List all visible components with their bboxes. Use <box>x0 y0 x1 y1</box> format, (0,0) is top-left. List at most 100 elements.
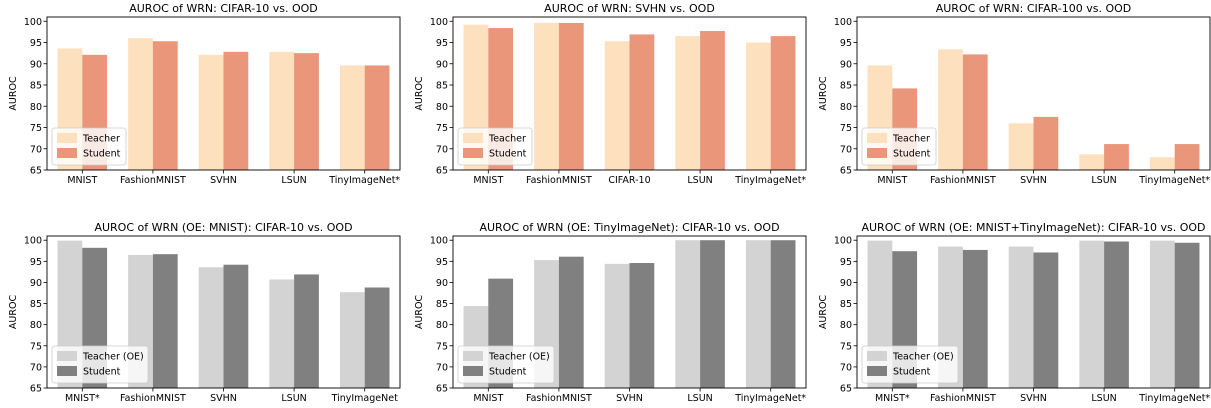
bar-teacher-5 <box>745 240 771 388</box>
x-tick-label: TinyImageNet* <box>1138 393 1210 404</box>
legend-swatch-student <box>57 148 77 158</box>
bar-student-2 <box>962 54 988 170</box>
x-tick-label: LSUN <box>281 393 306 404</box>
y-tick-label: 95 <box>840 38 852 49</box>
x-tick-label: LSUN <box>1091 175 1116 186</box>
chart-title: AUROC of WRN: SVHN vs. OOD <box>544 2 715 15</box>
y-tick-label: 65 <box>30 384 42 395</box>
x-tick-label: MNIST <box>67 175 97 186</box>
y-tick-label: 95 <box>436 257 448 268</box>
chart-title: AUROC of WRN (OE: MNIST): CIFAR-10 vs. O… <box>94 221 352 234</box>
y-tick-label: 90 <box>30 278 42 289</box>
bar-student-2 <box>962 249 988 388</box>
bar-teacher-3 <box>1008 123 1034 170</box>
x-tick-label: SVHN <box>210 393 237 404</box>
y-tick-label: 95 <box>840 257 852 268</box>
bar-teacher-3 <box>198 267 224 388</box>
y-tick-label: 95 <box>436 38 448 49</box>
y-tick-label: 75 <box>30 341 42 352</box>
y-axis-label: AUROC <box>414 76 425 111</box>
y-tick-label: 85 <box>30 81 42 92</box>
bar-student-3 <box>223 264 249 388</box>
bar-teacher-5 <box>1149 240 1175 388</box>
bar-student-2 <box>152 41 178 170</box>
y-tick-label: 100 <box>24 17 42 28</box>
x-tick-label: LSUN <box>281 175 306 186</box>
x-tick-label: LSUN <box>1091 393 1116 404</box>
bar-teacher-5 <box>339 292 365 388</box>
bar-teacher-3 <box>198 54 224 171</box>
y-tick-label: 85 <box>436 299 448 310</box>
bar-teacher-2 <box>534 22 559 171</box>
y-tick-label: 70 <box>840 144 852 155</box>
x-tick-label: TinyImageNet* <box>1138 175 1210 186</box>
bar-student-3 <box>223 51 249 170</box>
x-tick-label: FashionMNIST <box>930 393 996 404</box>
legend-swatch-teacher <box>463 133 483 143</box>
bar-teacher-2 <box>128 38 153 170</box>
x-tick-label: SVHN <box>1020 393 1047 404</box>
legend-swatch-teacher <box>57 351 77 361</box>
x-tick-label: MNIST* <box>65 393 100 404</box>
y-tick-label: 85 <box>436 81 448 92</box>
chart-title: AUROC of WRN (OE: TinyImageNet): CIFAR-1… <box>479 221 779 234</box>
bar-teacher-4 <box>269 51 295 170</box>
x-tick-label: LSUN <box>687 393 712 404</box>
bar-student-4 <box>1104 241 1129 388</box>
legend-swatch-teacher <box>867 351 887 361</box>
bar-teacher-4 <box>1079 154 1105 170</box>
bar-teacher-4 <box>1079 240 1105 388</box>
y-tick-label: 95 <box>30 38 42 49</box>
legend-swatch-student <box>463 366 483 376</box>
bar-student-5 <box>770 36 796 170</box>
legend-swatch-teacher <box>867 133 887 143</box>
y-axis-label: AUROC <box>414 295 425 330</box>
bar-student-3 <box>1033 116 1059 170</box>
bar-student-3 <box>629 263 655 388</box>
legend-label-student: Student <box>893 367 931 378</box>
y-tick-label: 75 <box>436 123 448 134</box>
y-tick-label: 70 <box>840 362 852 373</box>
x-tick-label: SVHN <box>1020 175 1047 186</box>
bar-student-5 <box>364 287 390 388</box>
legend-label-teacher: Teacher <box>892 134 930 145</box>
bar-student-4 <box>700 31 725 171</box>
bar-teacher-5 <box>339 65 365 170</box>
y-tick-label: 80 <box>30 320 42 331</box>
x-tick-label: FashionMNIST <box>526 175 592 186</box>
legend-label-student: Student <box>83 367 121 378</box>
bar-teacher-3 <box>1008 246 1034 388</box>
y-tick-label: 85 <box>30 299 42 310</box>
legend-swatch-student <box>463 148 483 158</box>
y-tick-label: 75 <box>436 341 448 352</box>
legend-swatch-student <box>867 366 887 376</box>
y-tick-label: 70 <box>436 362 448 373</box>
x-tick-label: FashionMNIST <box>526 393 592 404</box>
y-axis-label: AUROC <box>818 76 829 111</box>
bar-student-5 <box>1174 144 1200 170</box>
bar-student-5 <box>770 240 796 388</box>
legend-label-student: Student <box>489 149 527 160</box>
x-tick-label: TinyImageNet <box>331 393 398 404</box>
x-tick-label: MNIST <box>473 175 503 186</box>
x-tick-label: MNIST <box>877 175 907 186</box>
chart-title: AUROC of WRN: CIFAR-10 vs. OOD <box>129 2 318 15</box>
x-tick-label: SVHN <box>616 393 643 404</box>
x-tick-label: FashionMNIST <box>930 175 996 186</box>
bar-student-5 <box>1174 242 1200 388</box>
bar-student-3 <box>1033 252 1059 388</box>
y-tick-label: 90 <box>840 278 852 289</box>
legend-swatch-teacher <box>57 133 77 143</box>
bar-student-3 <box>629 34 655 170</box>
legend-label-student: Student <box>893 149 931 160</box>
y-tick-label: 75 <box>30 123 42 134</box>
x-tick-label: SVHN <box>210 175 237 186</box>
y-tick-label: 70 <box>436 144 448 155</box>
y-axis-label: AUROC <box>8 76 19 111</box>
legend-label-teacher: Teacher (OE) <box>488 352 550 363</box>
x-tick-label: TinyImageNet* <box>734 393 806 404</box>
y-tick-label: 100 <box>430 236 448 247</box>
y-tick-label: 90 <box>840 59 852 70</box>
legend-swatch-student <box>57 366 77 376</box>
chart-panel-3: 65 70 75 80 85 90 95 100 MNIST FashionMNIST SVHN LS… <box>818 2 1211 186</box>
